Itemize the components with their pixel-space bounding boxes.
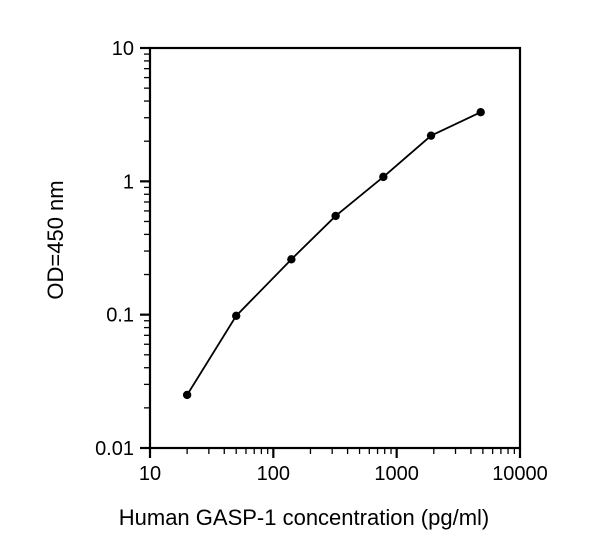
svg-text:0.1: 0.1 bbox=[106, 305, 134, 327]
svg-text:1000: 1000 bbox=[374, 463, 419, 485]
svg-text:1: 1 bbox=[123, 171, 134, 193]
x-axis-label: Human GASP-1 concentration (pg/ml) bbox=[0, 505, 608, 531]
y-axis-label: OD=450 nm bbox=[43, 180, 69, 299]
svg-text:0.01: 0.01 bbox=[95, 438, 134, 460]
plot-area: 10 100 1000 10000 0.01 0.1 1 10 bbox=[0, 0, 608, 557]
svg-text:10: 10 bbox=[112, 38, 134, 60]
svg-text:10000: 10000 bbox=[492, 463, 548, 485]
svg-text:100: 100 bbox=[257, 463, 290, 485]
standard-curve-chart: OD=450 nm Human GASP-1 concentration (pg… bbox=[0, 0, 608, 557]
svg-text:10: 10 bbox=[139, 463, 161, 485]
